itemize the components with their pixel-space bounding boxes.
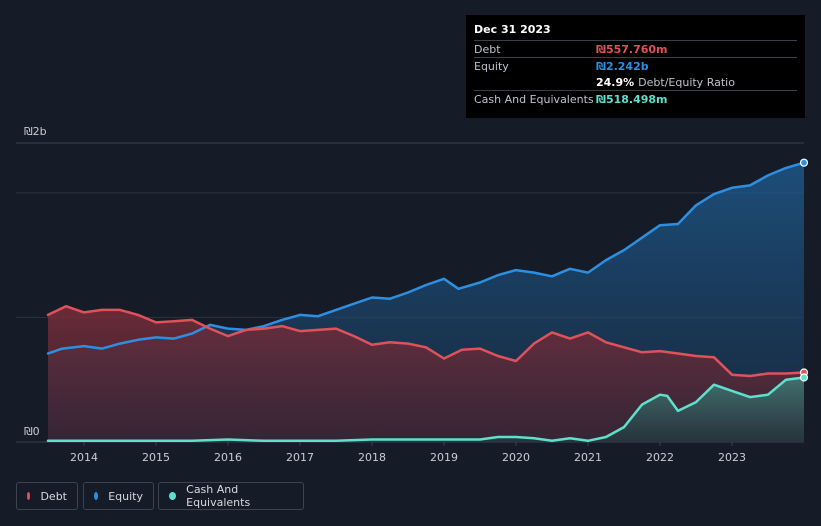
x-tick-label: 2016 (214, 451, 242, 464)
tooltip-debt-row: Debt ₪557.760m (474, 40, 797, 57)
data-tooltip: Dec 31 2023 Debt ₪557.760m Equity ₪2.242… (466, 15, 805, 118)
x-tick-label: 2019 (430, 451, 458, 464)
debt-line (46, 304, 806, 378)
tooltip-cash-value: ₪518.498m (596, 92, 668, 106)
tooltip-equity-label: Equity (474, 59, 509, 73)
cash-endpoint (799, 373, 809, 382)
x-tick-label: 2020 (502, 451, 530, 464)
tooltip-ratio-value: 24.9% (596, 75, 635, 89)
equity-dot-icon (94, 492, 99, 500)
legend-equity-label: Equity (108, 489, 143, 503)
tooltip-debt-label: Debt (474, 42, 501, 56)
legend-debt[interactable]: Debt (16, 482, 78, 510)
debt-area (48, 306, 804, 442)
y-axis-top-label: ₪2b (24, 125, 47, 138)
tooltip-date: Dec 31 2023 (474, 23, 551, 36)
x-tick-label: 2015 (142, 451, 170, 464)
equity-line (46, 161, 806, 355)
x-tick-label: 2018 (358, 451, 386, 464)
tooltip-cash-row: Cash And Equivalents ₪518.498m (474, 90, 797, 107)
x-tick-label: 2014 (70, 451, 98, 464)
tooltip-ratio-label: Debt/Equity Ratio (638, 75, 735, 89)
x-tick-label: 2017 (286, 451, 314, 464)
legend-debt-label: Debt (40, 489, 67, 503)
debt-dot-icon (27, 492, 31, 500)
tooltip-ratio-row: 24.9% Debt/Equity Ratio (474, 74, 797, 90)
legend-equity[interactable]: Equity (83, 482, 154, 510)
equity-endpoint (799, 158, 809, 167)
x-tick-label: 2023 (718, 451, 746, 464)
y-axis-bottom-label: ₪0 (24, 425, 40, 438)
tooltip-debt-value: ₪557.760m (596, 42, 668, 56)
x-tick-label: 2022 (646, 451, 674, 464)
tooltip-equity-value: ₪2.242b (596, 59, 649, 73)
tooltip-equity-row: Equity ₪2.242b (474, 57, 797, 74)
cash-line (46, 376, 806, 443)
cash-dot-icon (169, 492, 177, 500)
cash-area (48, 377, 804, 442)
x-tick-label: 2021 (574, 451, 602, 464)
tooltip-cash-label: Cash And Equivalents (474, 92, 594, 106)
legend-cash-label: Cash And Equivalents (186, 483, 251, 509)
legend-cash[interactable]: Cash And Equivalents (158, 482, 304, 510)
